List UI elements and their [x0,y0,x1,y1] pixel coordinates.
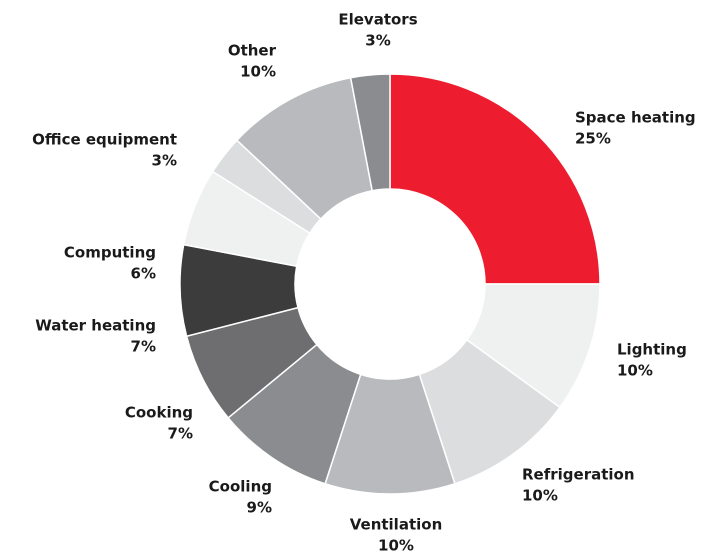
slice-label: Space heating [575,109,696,127]
slice-label: Cooling [209,478,272,496]
slice-label: Office equipment [32,131,177,149]
slice-value: 7% [168,425,193,443]
slice-label: Refrigeration [522,466,635,484]
slice-label: Ventilation [350,516,443,534]
slice [349,73,391,192]
slice-label: Other [228,42,277,60]
slice-value: 9% [247,499,272,517]
slice-label: Computing [64,244,156,262]
slice [389,73,601,285]
slice-value: 10% [522,487,558,505]
slice-value: 6% [131,265,156,283]
slice-label: Water heating [35,317,156,335]
slice-value: 10% [617,362,653,380]
slice-value: 25% [575,130,611,148]
slice-value: 7% [131,338,156,356]
slice-value: 10% [378,537,414,555]
slice-label: Cooking [125,404,193,422]
slice-value: 3% [365,32,390,50]
slice-value: 10% [240,63,276,81]
slice-label: Elevators [338,11,417,29]
slice-label: Lighting [617,341,687,359]
slice-value: 3% [152,152,177,170]
